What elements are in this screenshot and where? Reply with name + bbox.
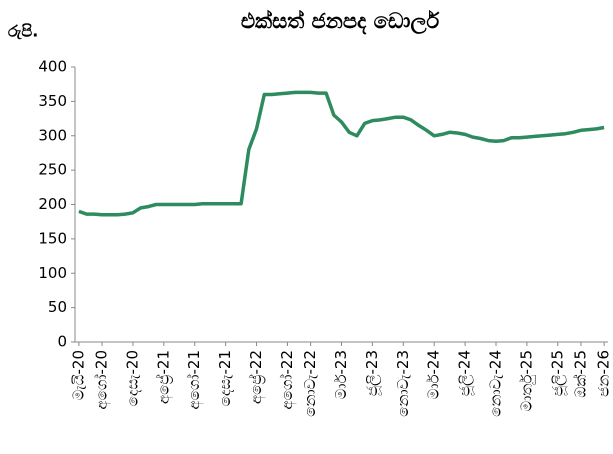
x-tick-label: දෙසැ-21 xyxy=(216,350,234,406)
x-tick-label: දෙසැ-20 xyxy=(123,350,141,406)
y-tick-label: 300 xyxy=(38,126,67,144)
x-tick-label: අප්‍රේ-21 xyxy=(154,350,173,404)
x-tick-label: අගෝ-20 xyxy=(93,350,112,410)
x-tick-label: ඔක්-25 xyxy=(571,350,589,398)
y-tick-label: 200 xyxy=(38,195,67,213)
x-tick-label: අගෝ-22 xyxy=(278,350,297,410)
x-tick-label: ජූලි-24 xyxy=(456,350,475,396)
line-series xyxy=(78,90,605,217)
x-tick-label: නොවැ-24 xyxy=(486,350,504,417)
y-tick-label: 350 xyxy=(38,92,67,110)
x-tick-label: ජූලි-23 xyxy=(363,350,382,396)
y-tick-label: 100 xyxy=(38,264,67,282)
y-tick-label: 150 xyxy=(38,229,67,247)
y-tick-label: 0 xyxy=(57,333,67,351)
x-tick-label: අගෝ-21 xyxy=(185,350,204,410)
y-tick-label: 50 xyxy=(48,298,67,316)
y-tick-label: 400 xyxy=(38,58,67,76)
x-tick-label: මැයි-20 xyxy=(69,350,87,400)
x-tick-label: අප්‍රේ-22 xyxy=(247,350,266,404)
y-tick-label: 250 xyxy=(38,161,67,179)
x-tick-label: නොවැ-22 xyxy=(301,350,319,417)
chart-title: එක්සත් ජනපද ඩොලර් xyxy=(241,9,440,35)
x-tick-label: ජන-26 xyxy=(595,350,613,397)
x-tick-label: නොවැ-23 xyxy=(394,350,412,417)
x-tick-label: ජූලි-25 xyxy=(548,350,567,396)
x-tick-label: මාර්තු-25 xyxy=(517,350,535,411)
y-axis-label: රුපි. xyxy=(8,22,38,41)
x-tick-label: මාර්-24 xyxy=(425,350,443,399)
x-tick-label: මාර්-23 xyxy=(332,350,350,399)
